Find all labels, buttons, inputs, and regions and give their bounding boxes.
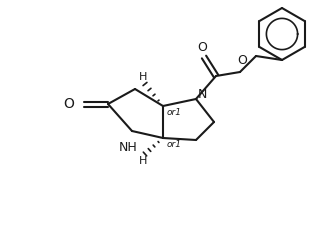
Text: O: O <box>63 97 74 111</box>
Text: O: O <box>237 54 247 67</box>
Text: or1: or1 <box>167 108 182 117</box>
Text: H: H <box>139 72 147 82</box>
Text: NH: NH <box>119 141 138 154</box>
Text: or1: or1 <box>167 140 182 149</box>
Text: H: H <box>139 156 147 166</box>
Text: N: N <box>198 89 207 102</box>
Text: O: O <box>197 41 207 54</box>
